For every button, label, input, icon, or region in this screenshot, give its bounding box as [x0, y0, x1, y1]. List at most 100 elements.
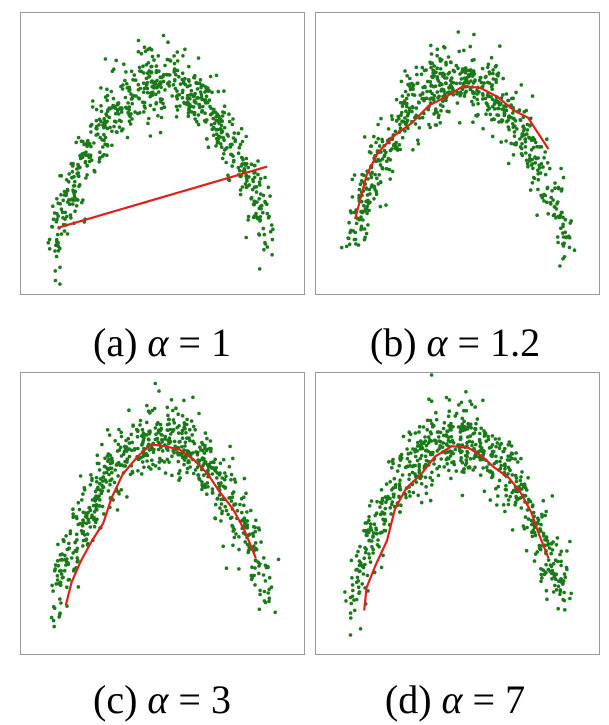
- data-point: [503, 446, 507, 451]
- data-point: [527, 153, 532, 158]
- data-point: [383, 528, 388, 533]
- data-point: [180, 414, 185, 418]
- data-point: [136, 38, 141, 43]
- data-point: [51, 589, 55, 593]
- data-point: [480, 92, 485, 96]
- data-point: [210, 90, 214, 95]
- data-point: [53, 563, 58, 567]
- data-point: [105, 428, 110, 432]
- data-point: [524, 151, 528, 155]
- data-point: [197, 81, 202, 86]
- data-point: [556, 214, 560, 219]
- data-point: [249, 573, 254, 578]
- data-point: [519, 152, 524, 156]
- data-point: [472, 456, 476, 460]
- data-point: [375, 176, 379, 181]
- data-point: [171, 418, 176, 422]
- data-point: [397, 116, 401, 121]
- data-point: [494, 444, 498, 449]
- data-point: [95, 487, 99, 492]
- data-point: [105, 466, 109, 471]
- data-point: [76, 135, 81, 140]
- data-point: [61, 575, 65, 580]
- data-point: [258, 183, 262, 187]
- data-point: [85, 532, 90, 536]
- data-point: [262, 599, 267, 603]
- data-point: [437, 435, 441, 439]
- data-point: [214, 144, 218, 148]
- data-point: [149, 80, 154, 84]
- data-point: [90, 476, 94, 481]
- data-point: [504, 493, 508, 498]
- data-point: [167, 417, 171, 422]
- data-point: [352, 598, 356, 602]
- data-point: [427, 122, 431, 127]
- data-point: [427, 439, 432, 443]
- data-point: [62, 568, 67, 573]
- data-point: [548, 166, 552, 171]
- data-point: [268, 194, 272, 198]
- data-point: [453, 414, 458, 418]
- data-point: [193, 428, 197, 432]
- data-point: [252, 573, 256, 578]
- data-point: [429, 450, 433, 455]
- data-point: [237, 567, 241, 571]
- data-point: [487, 71, 492, 76]
- data-point: [521, 129, 526, 133]
- data-point: [544, 562, 548, 567]
- data-point: [129, 69, 134, 74]
- data-point: [202, 473, 206, 477]
- data-point: [565, 549, 569, 553]
- data-point: [261, 193, 266, 198]
- data-point: [470, 440, 475, 444]
- data-point: [387, 167, 392, 172]
- data-point: [497, 446, 502, 450]
- data-point: [348, 595, 353, 600]
- data-point: [404, 109, 408, 113]
- principal-curve-line: [57, 165, 268, 229]
- data-point: [379, 565, 384, 570]
- data-point: [270, 253, 274, 257]
- data-point: [196, 450, 200, 455]
- data-point: [80, 524, 85, 528]
- data-point: [111, 96, 116, 101]
- data-point: [178, 476, 182, 480]
- data-point: [53, 249, 57, 253]
- data-point: [94, 107, 99, 112]
- data-point: [149, 447, 154, 451]
- data-point: [242, 503, 246, 508]
- data-point: [372, 185, 377, 189]
- data-point: [435, 66, 439, 70]
- data-point: [201, 104, 205, 109]
- data-point: [54, 254, 59, 259]
- data-point: [266, 215, 271, 220]
- data-point: [398, 458, 403, 462]
- data-point: [417, 101, 421, 105]
- data-point: [463, 463, 468, 467]
- data-point: [496, 484, 501, 489]
- data-point: [258, 588, 262, 593]
- scatter-plot-b: [315, 12, 600, 295]
- data-point: [357, 217, 361, 222]
- data-point: [58, 282, 62, 286]
- data-point: [123, 78, 127, 83]
- data-point: [224, 566, 229, 570]
- data-point: [472, 91, 477, 95]
- data-point: [411, 447, 415, 451]
- data-point: [383, 495, 388, 499]
- data-point: [417, 424, 422, 429]
- data-point: [106, 459, 110, 463]
- data-point: [163, 88, 167, 92]
- data-point: [110, 461, 115, 465]
- caption-b: (b) α = 1.2: [305, 320, 605, 366]
- data-point: [364, 186, 368, 190]
- data-point: [419, 72, 424, 77]
- caption-c-value: 3: [210, 677, 231, 722]
- data-point: [416, 440, 420, 445]
- data-point: [137, 65, 142, 70]
- data-point: [73, 549, 78, 553]
- data-point: [127, 408, 131, 412]
- data-point: [381, 517, 385, 522]
- data-point: [249, 508, 253, 513]
- data-point: [444, 395, 449, 400]
